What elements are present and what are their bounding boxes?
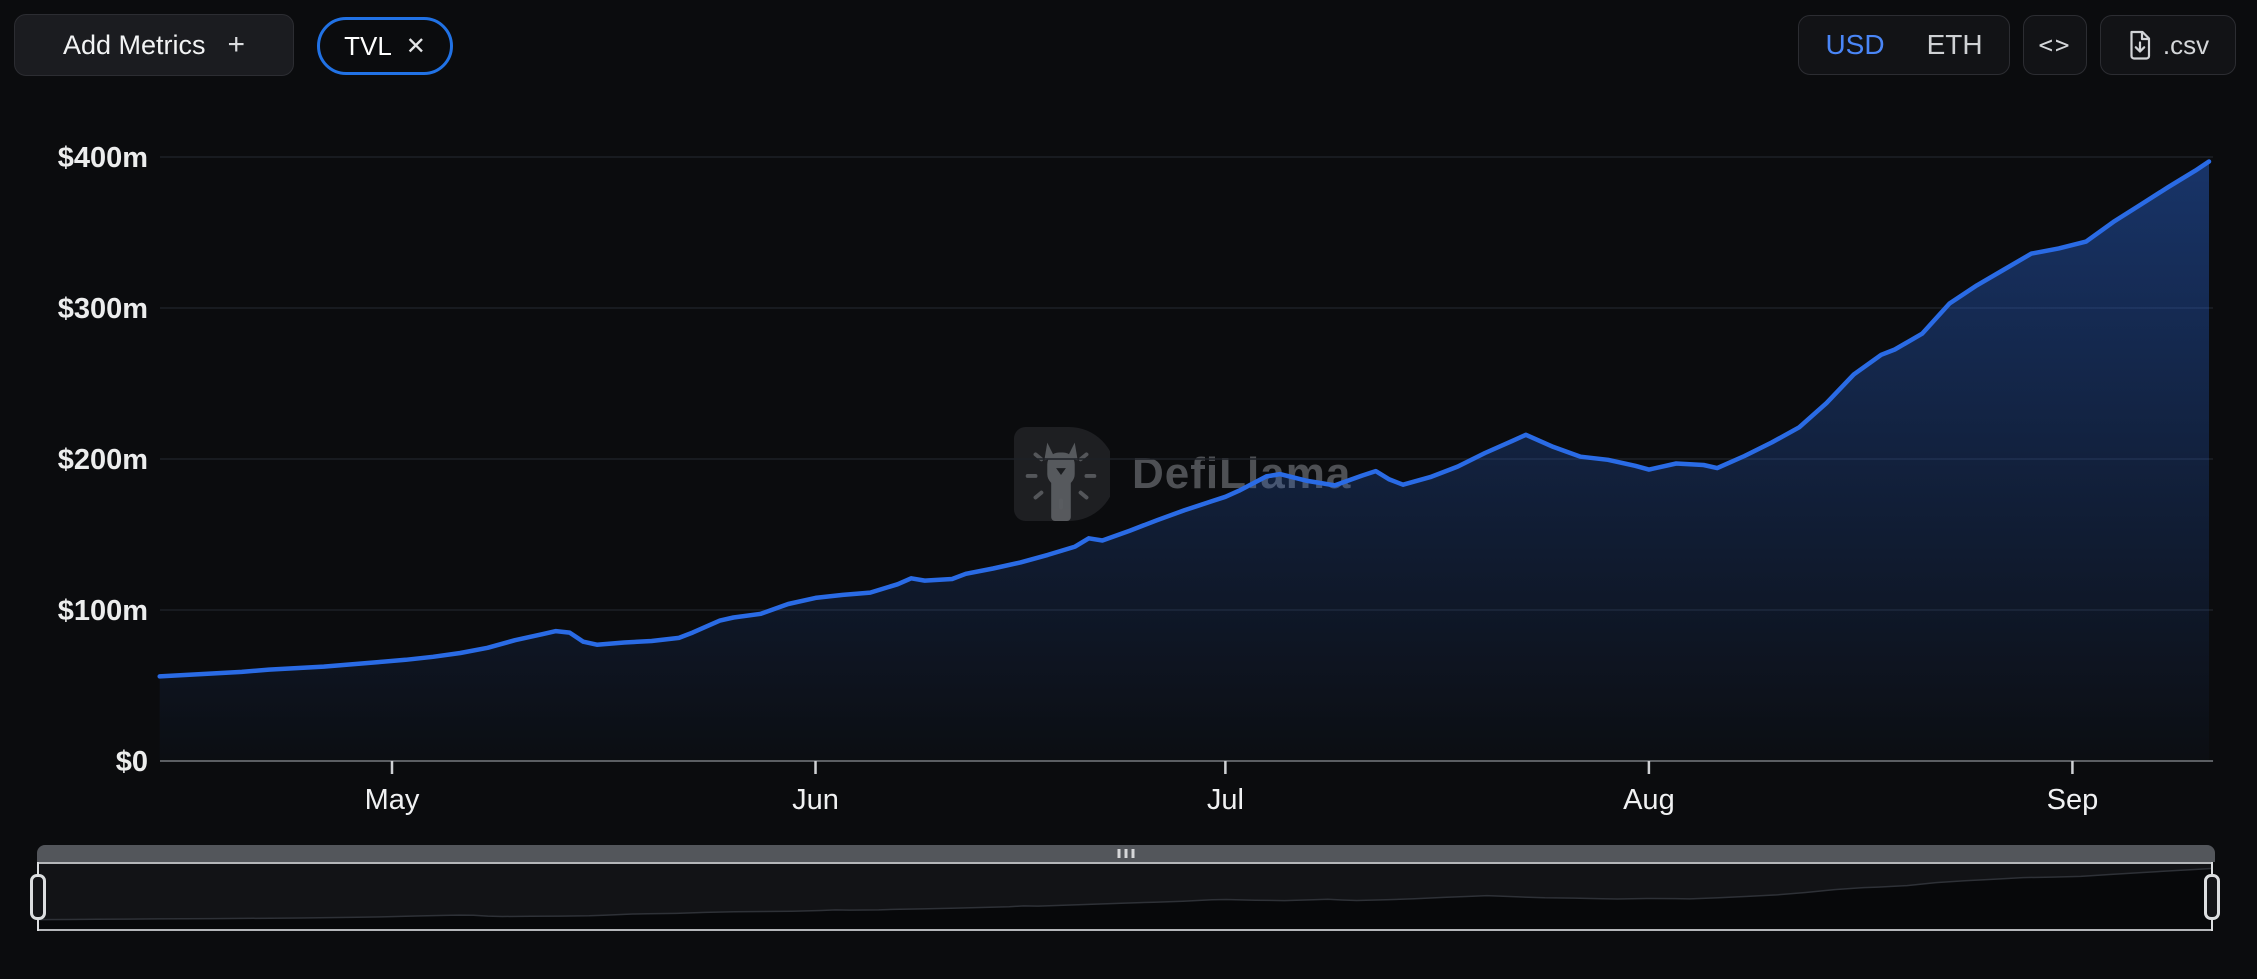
datazoom-right-handle[interactable] <box>2204 873 2220 920</box>
csv-label: .csv <box>2162 29 2210 60</box>
right-tools: USD ETH <> .csv <box>1798 15 2236 75</box>
download-csv-button[interactable]: .csv <box>2100 15 2236 75</box>
close-icon[interactable]: ✕ <box>405 32 426 60</box>
metric-pill-tvl[interactable]: TVL ✕ <box>317 17 453 75</box>
datazoom-track[interactable] <box>30 862 2220 931</box>
add-metrics-button[interactable]: Add Metrics + <box>14 14 294 76</box>
svg-text:May: May <box>365 784 420 816</box>
datazoom-grip-icon <box>1117 849 1135 858</box>
download-file-icon <box>2127 30 2153 60</box>
toolbar: Add Metrics + TVL ✕ USD ETH <> <box>0 0 2257 90</box>
svg-text:$0: $0 <box>116 746 148 778</box>
code-brackets-icon: <> <box>2038 31 2072 59</box>
tvl-area-chart[interactable]: $0 $100m $200m $300m $400m May Jun Jul Aug Sep <box>0 80 2257 820</box>
svg-text:$200m: $200m <box>58 444 148 476</box>
chart-area: DefiLlama $0 $100m $200m $300m $400m May Jun Ju… <box>0 80 2257 820</box>
datazoom-minichart <box>39 867 2211 929</box>
add-metrics-label: Add Metrics <box>62 29 206 60</box>
currency-option-eth[interactable]: ETH <box>1926 29 1983 60</box>
svg-text:$100m: $100m <box>58 595 148 627</box>
svg-text:Sep: Sep <box>2047 784 2099 816</box>
datazoom-left-handle[interactable] <box>30 873 46 920</box>
metric-pill-label: TVL <box>344 30 392 61</box>
embed-code-button[interactable]: <> <box>2023 15 2087 75</box>
plus-icon: + <box>227 28 246 61</box>
currency-option-usd[interactable]: USD <box>1825 29 1885 60</box>
svg-text:Aug: Aug <box>1623 784 1675 816</box>
svg-text:Jun: Jun <box>792 784 839 816</box>
currency-toggle: USD ETH <box>1798 15 2010 75</box>
datazoom-move-bar[interactable] <box>37 845 2215 862</box>
svg-text:$400m: $400m <box>58 142 148 174</box>
svg-text:Jul: Jul <box>1207 784 1244 816</box>
svg-text:$300m: $300m <box>58 293 148 325</box>
